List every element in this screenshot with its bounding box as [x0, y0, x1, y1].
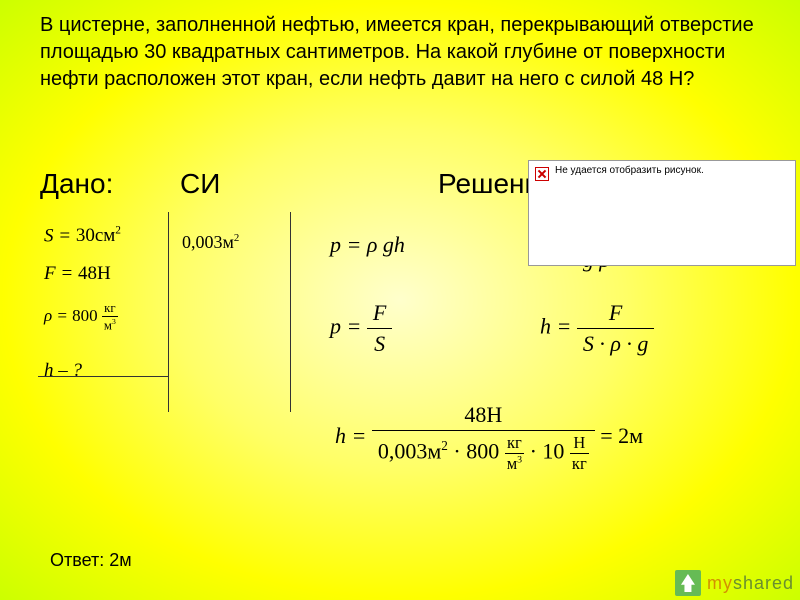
header-given: Дано:: [40, 168, 113, 200]
problem-statement: В цистерне, заполненной нефтью, имеется …: [40, 12, 770, 93]
image-error-box: Не удается отобразить рисунок.: [528, 160, 796, 266]
divider-1: [168, 212, 169, 412]
formula-h-full: h = F S · ρ · g: [540, 300, 654, 357]
formula-p-fs: p = F S: [330, 300, 392, 357]
si-values: 0,003м2: [182, 232, 239, 253]
given-density: ρ = 800 кгм3: [44, 301, 121, 333]
given-force: F = 48Н: [44, 263, 121, 285]
formula-final-calc: h = 48Н 0,003м2 · 800 кгм3 · 10 Нкг = 2м: [335, 402, 643, 474]
error-text: Не удается отобразить рисунок.: [555, 165, 704, 176]
header-si: СИ: [180, 168, 220, 200]
watermark-text: myshared: [707, 573, 794, 594]
given-find: h – ?: [44, 360, 121, 382]
formula-p-rgh: p = ρ gh: [330, 232, 405, 258]
given-area: S = 30см2: [44, 225, 121, 247]
given-values: S = 30см2 F = 48Н ρ = 800 кгм3 h – ?: [44, 225, 121, 398]
watermark: myshared: [675, 570, 794, 596]
error-icon: [535, 167, 549, 181]
answer-text: Ответ: 2м: [50, 550, 132, 571]
divider-2: [290, 212, 291, 412]
watermark-logo-icon: [675, 570, 701, 596]
